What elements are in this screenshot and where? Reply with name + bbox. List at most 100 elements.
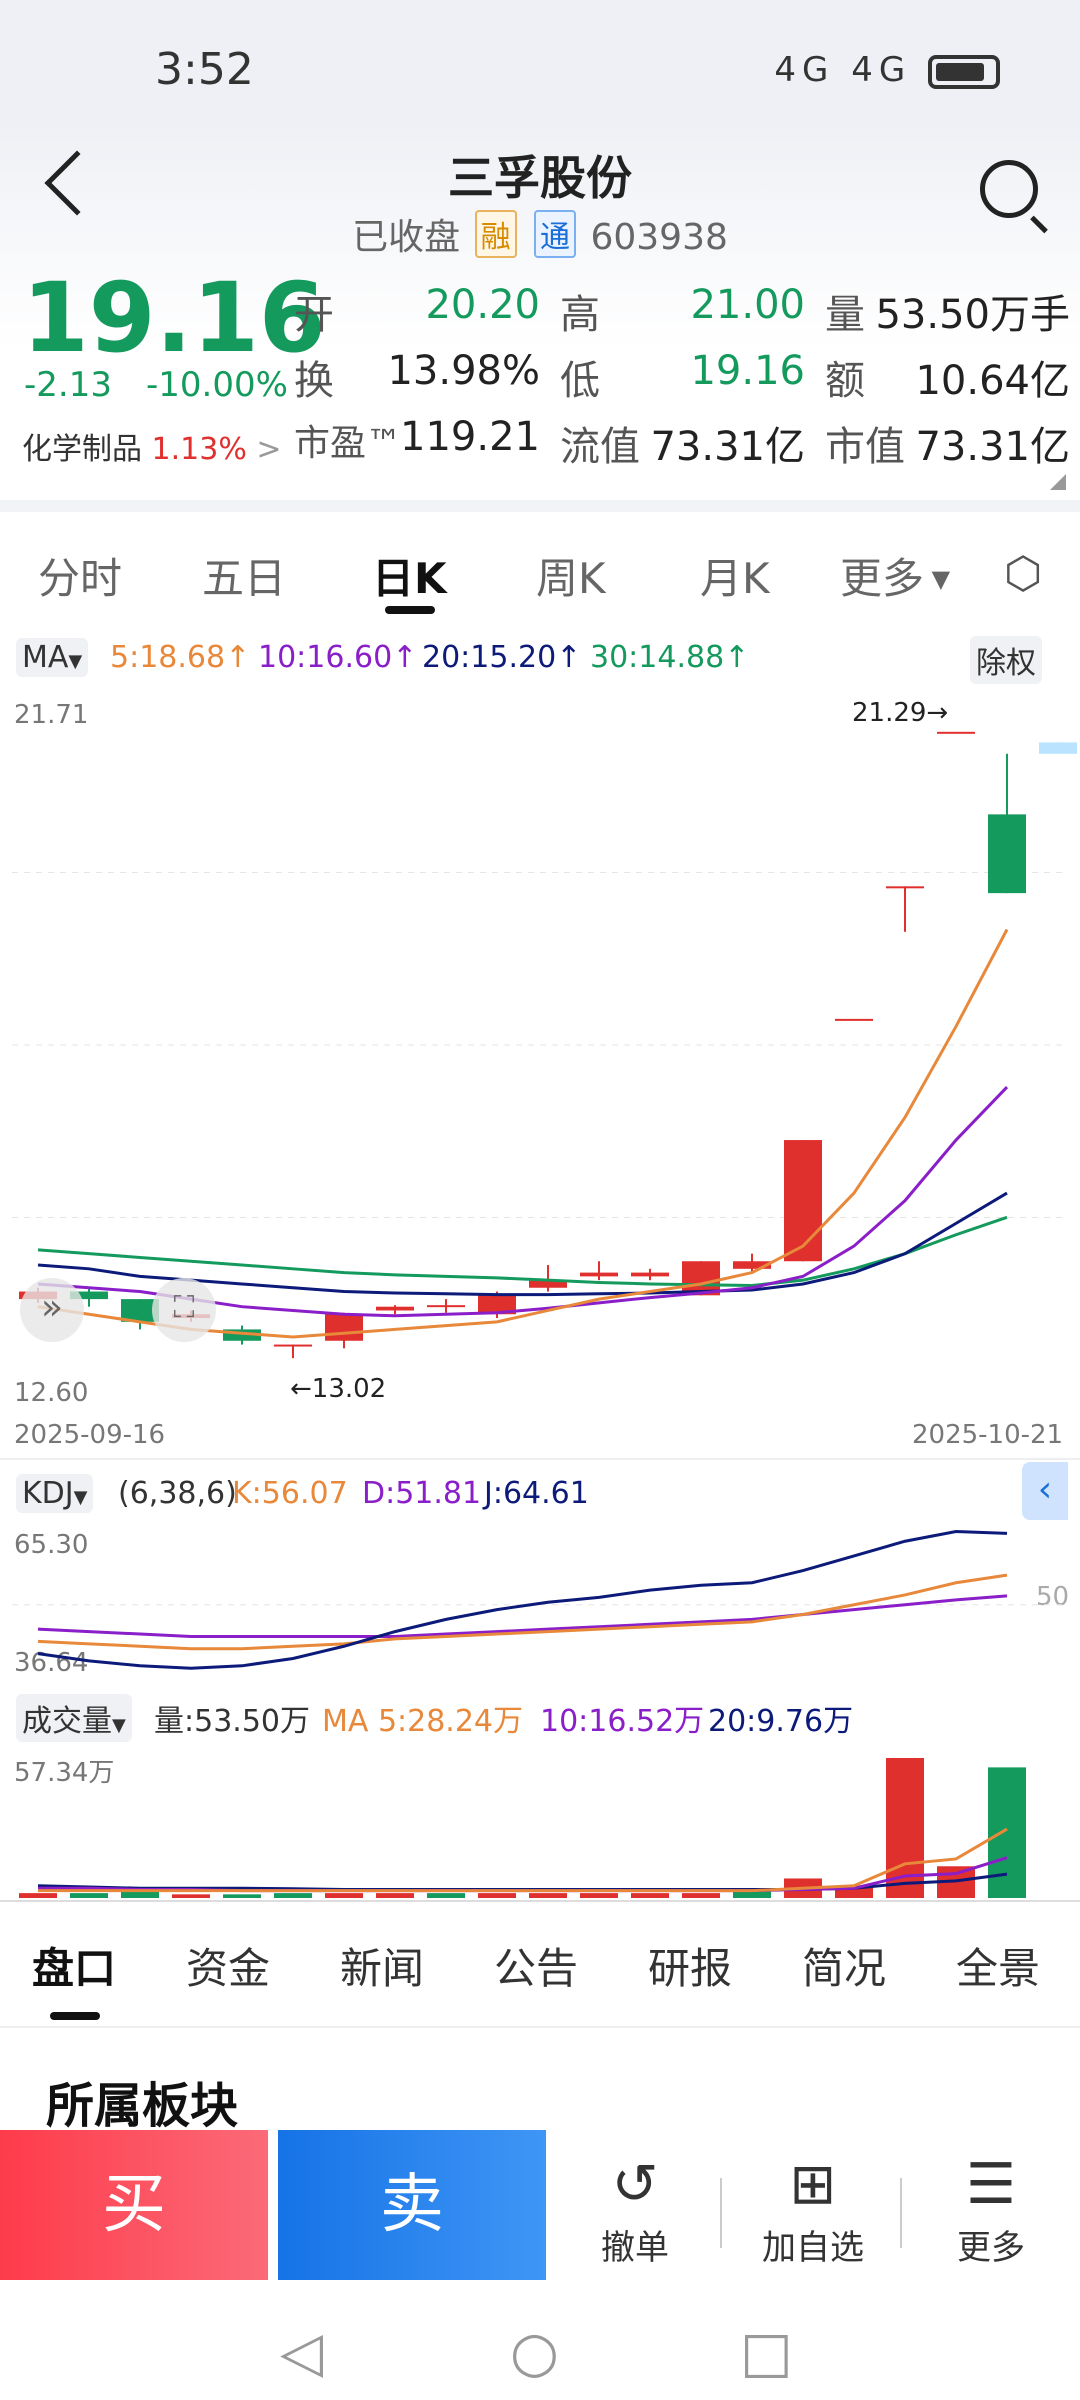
nav-back-icon[interactable]: ◁ (280, 2320, 324, 2385)
max-price-note: 21.29→ (852, 698, 949, 728)
divider (900, 2178, 902, 2248)
volume-label: 成交量 (22, 1704, 112, 1739)
turnover-value: 13.98% (387, 348, 540, 394)
volume-bar (223, 1894, 261, 1898)
kdj-j-line (37, 1529, 1008, 1670)
high-label: 高 (560, 292, 600, 338)
price-change: -2.13 (24, 365, 112, 405)
quote-header (0, 120, 1080, 500)
kdj-k-line (37, 1573, 1008, 1651)
volume-bar (682, 1893, 720, 1898)
caret-down-icon: ▼ (68, 651, 83, 672)
kdj-selector[interactable]: KDJ▼ (16, 1474, 94, 1513)
fullscreen-icon[interactable]: ⛶ (152, 1278, 216, 1342)
expand-corner-icon[interactable] (1050, 474, 1066, 490)
candle-body (223, 1329, 261, 1341)
volume-ma20: 20:9.76万 (708, 1704, 854, 1739)
more-label: 更多 (957, 2228, 1025, 2268)
caret-down-icon: ▼ (112, 1715, 126, 1736)
ma10-value: 10:16.60↑ (258, 640, 418, 675)
kdj-label: KDJ (22, 1476, 74, 1511)
adjust-button[interactable]: 除权 (970, 636, 1042, 684)
float-cap-value: 73.31亿 (650, 424, 805, 470)
kdj-axis-top: 65.30 (14, 1530, 89, 1560)
search-icon[interactable] (980, 160, 1038, 218)
add-watchlist-button[interactable]: ⊞ 加自选 (738, 2150, 888, 2269)
tab-order-book[interactable]: 盘口 (32, 1944, 117, 1993)
open-value: 20.20 (425, 282, 540, 328)
ma-label: MA (22, 640, 69, 675)
market-cap-value: 73.31亿 (915, 424, 1070, 470)
volume-bar (70, 1893, 108, 1898)
buy-button[interactable]: 买 (0, 2130, 268, 2280)
hexagon-settings-icon[interactable]: ⬡ (1004, 548, 1043, 599)
candle-body (580, 1272, 618, 1277)
volume-label: 量 (825, 292, 865, 338)
candle-body (784, 1140, 822, 1262)
volume-axis-top: 57.34万 (14, 1758, 115, 1788)
volume-bar (631, 1893, 669, 1898)
volume-bar (172, 1894, 210, 1898)
volume-bar (478, 1893, 516, 1898)
candle-body (478, 1295, 516, 1315)
volume-bar (427, 1893, 465, 1898)
divider (720, 2178, 722, 2248)
volume-ma10-line (38, 1856, 1008, 1893)
tab-news[interactable]: 新闻 (340, 1944, 425, 1993)
ma20-value: 20:15.20↑ (422, 640, 582, 675)
sell-button[interactable]: 卖 (278, 2130, 546, 2280)
market-cap-label: 市值 (825, 424, 905, 470)
caret-down-icon: ▼ (73, 1487, 88, 1508)
tab-capital[interactable]: 资金 (186, 1944, 271, 1993)
volume-bar (325, 1893, 363, 1898)
tab-more[interactable]: 更多 ▼ (840, 545, 950, 606)
ma30-line (37, 1215, 1008, 1287)
kdj-j: J:64.61 (484, 1476, 589, 1511)
kdj-axis-bottom: 36.64 (14, 1648, 89, 1678)
sector-name: 化学制品 (22, 432, 142, 467)
plus-box-icon: ⊞ (789, 2152, 837, 2217)
active-tab-indicator (385, 606, 435, 614)
nav-home-icon[interactable]: ○ (510, 2320, 559, 2385)
tab-overview[interactable]: 全景 (956, 1944, 1041, 1993)
candle-body (529, 1280, 567, 1288)
volume-current: 量:53.50万 (154, 1704, 310, 1739)
volume-ma5: MA 5:28.24万 (322, 1704, 524, 1739)
candle-body (376, 1306, 414, 1311)
kdj-chart (12, 1529, 1068, 1670)
pe-label: 市盈™ (294, 423, 403, 464)
price-axis-bottom: 12.60 (14, 1378, 89, 1408)
nav-recents-icon[interactable]: □ (740, 2320, 793, 2385)
candle-body (937, 731, 975, 734)
volume-chart (19, 1758, 1026, 1898)
candle-body (121, 1299, 159, 1322)
tab-research[interactable]: 研报 (648, 1944, 733, 1993)
volume-selector[interactable]: 成交量▼ (16, 1694, 132, 1742)
menu-icon: ☰ (965, 2152, 1017, 2217)
sector-link[interactable]: 化学制品 1.13% > (22, 424, 282, 468)
stock-name: 三孚股份 (448, 151, 632, 205)
tab-intraday[interactable]: 分时 (38, 554, 123, 603)
ma-selector[interactable]: MA▼ (16, 638, 89, 677)
tab-daily-k[interactable]: 日K (372, 554, 447, 603)
candle-body (325, 1314, 363, 1341)
tab-monthly-k[interactable]: 月K (700, 554, 770, 603)
active-tab-indicator (50, 2012, 100, 2020)
tab-five-day[interactable]: 五日 (202, 554, 287, 603)
volume-bar (529, 1893, 567, 1898)
candle-body (733, 1261, 771, 1269)
open-label: 开 (294, 292, 334, 338)
float-cap-label: 流值 (560, 424, 640, 470)
kdj-k: K:56.07 (232, 1476, 348, 1511)
tab-weekly-k[interactable]: 周K (536, 554, 606, 603)
tab-announcements[interactable]: 公告 (494, 1944, 579, 1993)
more-button[interactable]: ☰ 更多 (916, 2150, 1066, 2269)
tab-profile[interactable]: 简况 (802, 1944, 887, 1993)
volume-ma5-line (38, 1827, 1008, 1893)
expand-left-icon[interactable]: » (20, 1278, 84, 1342)
collapse-panel-icon[interactable]: ‹ (1022, 1462, 1068, 1520)
volume-bar (19, 1893, 57, 1898)
date-start: 2025-09-16 (14, 1420, 166, 1450)
margin-tag: 融 (474, 210, 517, 258)
cancel-order-button[interactable]: ↺ 撤单 (560, 2150, 710, 2269)
